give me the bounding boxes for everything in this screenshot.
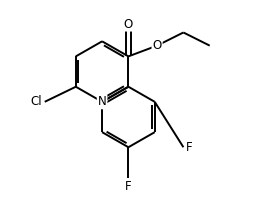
Text: F: F xyxy=(186,141,192,154)
Text: N: N xyxy=(98,95,106,108)
Text: O: O xyxy=(124,18,133,31)
Text: O: O xyxy=(153,39,162,52)
Text: Cl: Cl xyxy=(31,95,42,108)
Text: F: F xyxy=(125,180,132,193)
